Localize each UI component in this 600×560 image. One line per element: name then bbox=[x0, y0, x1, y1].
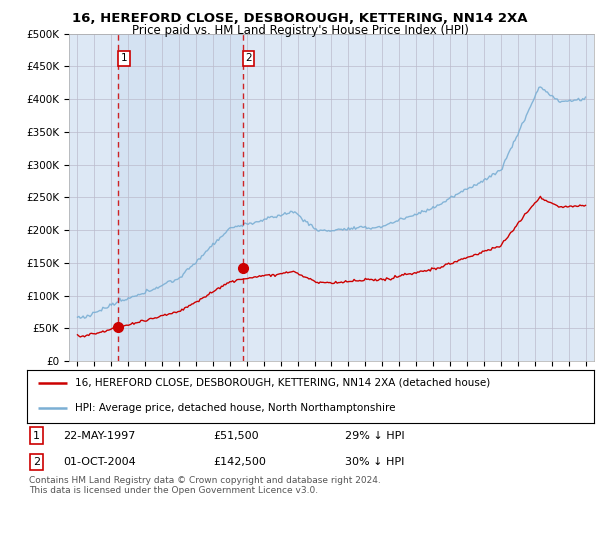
Text: 16, HEREFORD CLOSE, DESBOROUGH, KETTERING, NN14 2XA: 16, HEREFORD CLOSE, DESBOROUGH, KETTERIN… bbox=[72, 12, 528, 25]
Text: 2: 2 bbox=[245, 53, 252, 63]
Text: 30% ↓ HPI: 30% ↓ HPI bbox=[345, 457, 404, 467]
Text: Contains HM Land Registry data © Crown copyright and database right 2024.: Contains HM Land Registry data © Crown c… bbox=[29, 476, 380, 485]
Text: 1: 1 bbox=[33, 431, 40, 441]
Text: £142,500: £142,500 bbox=[213, 457, 266, 467]
Text: HPI: Average price, detached house, North Northamptonshire: HPI: Average price, detached house, Nort… bbox=[75, 403, 395, 413]
Bar bbox=[118, 34, 242, 361]
Text: This data is licensed under the Open Government Licence v3.0.: This data is licensed under the Open Gov… bbox=[29, 486, 318, 495]
Text: 16, HEREFORD CLOSE, DESBOROUGH, KETTERING, NN14 2XA (detached house): 16, HEREFORD CLOSE, DESBOROUGH, KETTERIN… bbox=[75, 378, 490, 388]
Text: 2: 2 bbox=[33, 457, 40, 467]
Text: 22-MAY-1997: 22-MAY-1997 bbox=[63, 431, 136, 441]
Text: Price paid vs. HM Land Registry's House Price Index (HPI): Price paid vs. HM Land Registry's House … bbox=[131, 24, 469, 36]
Text: 01-OCT-2004: 01-OCT-2004 bbox=[63, 457, 136, 467]
Text: £51,500: £51,500 bbox=[213, 431, 259, 441]
Text: 29% ↓ HPI: 29% ↓ HPI bbox=[345, 431, 404, 441]
Text: 1: 1 bbox=[121, 53, 127, 63]
